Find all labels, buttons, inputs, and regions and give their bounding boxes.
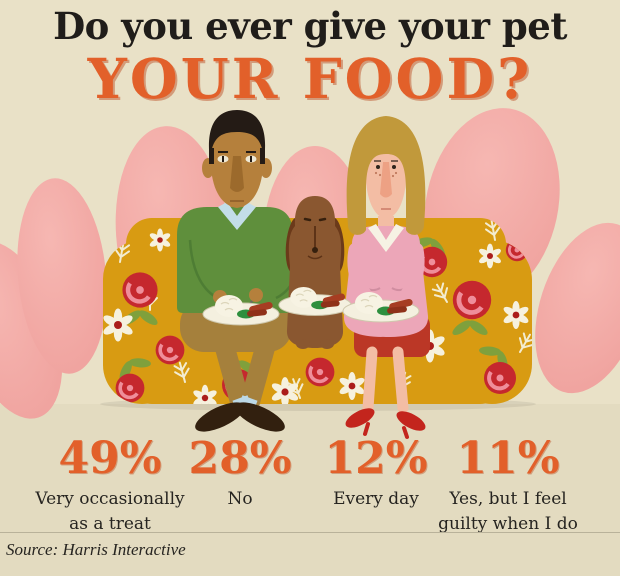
big-title: YOUR FOOD?	[87, 46, 533, 111]
stat-value: 49%	[58, 433, 162, 484]
man-shoe	[235, 402, 285, 432]
woman-nose	[380, 162, 392, 198]
stat-label: Very occasionally as a treat	[35, 489, 185, 534]
stat-col-3: 12% Every day	[296, 433, 456, 512]
stat-label: Yes, but I feel guilty when I do	[438, 489, 578, 534]
floor	[0, 404, 620, 576]
stat-label: No	[227, 489, 253, 510]
woman-collar	[368, 224, 404, 252]
woman-hair	[346, 116, 426, 235]
stat-value: 11%	[456, 433, 560, 484]
dog-nose	[312, 247, 318, 253]
page-title: Do you ever give your pet	[53, 4, 567, 48]
stat-value: 12%	[324, 433, 428, 484]
man-shoe	[195, 402, 245, 432]
stat-label: Every day	[333, 489, 419, 510]
stat-col-4: 11% Yes, but I feel guilty when I do	[433, 433, 583, 536]
source-credit: Source: Harris Interactive	[6, 540, 186, 559]
man-hair	[208, 110, 266, 160]
woman-shoe	[345, 408, 375, 428]
stat-col-1: 49% Very occasionally as a treat	[35, 433, 185, 536]
divider-line	[0, 532, 620, 533]
woman-shoe	[396, 411, 426, 431]
stat-col-2: 28% No	[160, 433, 320, 512]
man-nose	[230, 156, 244, 192]
stat-value: 28%	[188, 433, 292, 484]
man-figure	[177, 110, 306, 432]
